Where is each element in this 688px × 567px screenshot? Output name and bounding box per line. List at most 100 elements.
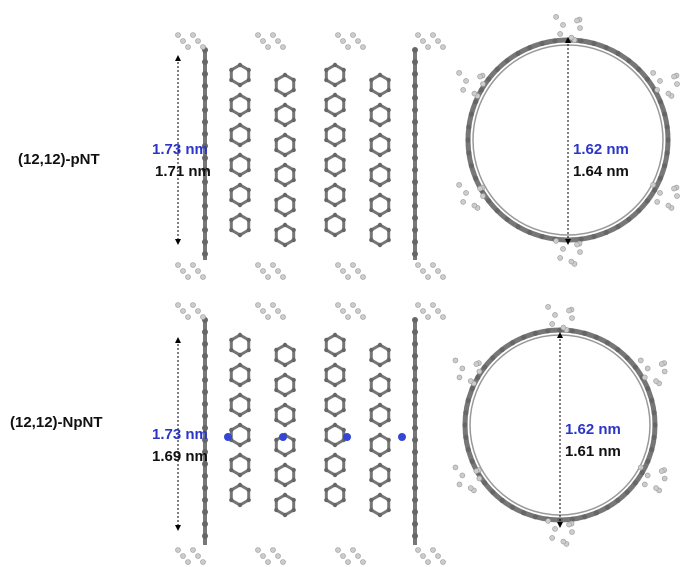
ring <box>231 215 248 235</box>
hydrogen <box>662 476 667 481</box>
hydrogen <box>441 315 446 320</box>
atom <box>662 163 667 168</box>
atom <box>386 418 390 422</box>
hydrogen <box>561 246 566 251</box>
atom <box>369 178 373 182</box>
atom <box>412 461 418 467</box>
atom <box>412 119 418 125</box>
ring <box>231 65 248 85</box>
atom <box>291 88 295 92</box>
hydrogen <box>550 321 555 326</box>
atom <box>283 193 287 197</box>
atom <box>283 423 287 427</box>
atom <box>238 423 242 427</box>
atom <box>333 113 337 117</box>
hydrogen <box>461 87 466 92</box>
atom <box>202 401 208 407</box>
ring <box>371 135 388 155</box>
ring <box>371 375 388 395</box>
atom <box>333 393 337 397</box>
atom <box>283 463 287 467</box>
hydrogen <box>336 263 341 268</box>
atom <box>570 328 575 333</box>
hydrogen <box>569 35 574 40</box>
row-label: (12,12)-NpNT <box>10 414 103 431</box>
atom <box>324 348 328 352</box>
hydrogen <box>658 78 663 83</box>
hydrogen <box>457 482 462 487</box>
ring <box>326 365 343 385</box>
ring <box>276 225 293 245</box>
nitrogen <box>224 433 232 441</box>
atom <box>341 138 345 142</box>
atom <box>341 158 345 162</box>
atom <box>229 348 233 352</box>
side-diameter-black: 1.71 nm <box>155 163 211 180</box>
atom <box>412 377 418 383</box>
hydrogen <box>351 33 356 38</box>
atom <box>274 508 278 512</box>
hydrogen <box>672 186 677 191</box>
hydrogen <box>186 560 191 565</box>
atom <box>378 453 382 457</box>
atom <box>202 83 208 89</box>
atom <box>378 123 382 127</box>
atom <box>378 423 382 427</box>
atom <box>274 388 278 392</box>
atom <box>470 459 475 464</box>
ring <box>371 195 388 215</box>
atom <box>386 208 390 212</box>
atom <box>324 498 328 502</box>
hydrogen <box>460 473 465 478</box>
atom <box>238 173 242 177</box>
atom <box>324 198 328 202</box>
atom <box>291 208 295 212</box>
atom <box>615 51 620 56</box>
top-diameter-black: 1.64 nm <box>573 163 629 180</box>
hydrogen <box>546 518 551 523</box>
ring <box>231 185 248 205</box>
atom <box>386 108 390 112</box>
hydrogen <box>553 526 558 531</box>
atom <box>369 498 373 502</box>
atom <box>649 447 654 452</box>
atom <box>238 63 242 67</box>
atom <box>510 505 515 510</box>
atom <box>283 403 287 407</box>
atom <box>324 338 328 342</box>
atom <box>274 208 278 212</box>
atom <box>412 425 418 431</box>
hydrogen <box>276 554 281 559</box>
hydrogen <box>655 87 660 92</box>
hydrogen <box>266 560 271 565</box>
atom <box>238 93 242 97</box>
atom <box>505 217 510 222</box>
atom <box>482 480 487 485</box>
hydrogen <box>645 366 650 371</box>
atom <box>238 383 242 387</box>
hydrogen <box>276 309 281 314</box>
hydrogen <box>196 554 201 559</box>
atom <box>386 168 390 172</box>
atom <box>246 138 250 142</box>
atom <box>645 77 650 82</box>
atom <box>333 353 337 357</box>
hydrogen <box>346 45 351 50</box>
atom <box>333 123 337 127</box>
atom <box>378 73 382 77</box>
atom <box>369 448 373 452</box>
atom <box>229 78 233 82</box>
atom <box>521 335 526 340</box>
atom <box>412 317 418 323</box>
hydrogen <box>356 309 361 314</box>
atom <box>246 218 250 222</box>
top-diameter-blue: 1.62 nm <box>565 421 621 438</box>
hydrogen <box>261 39 266 44</box>
atom <box>202 329 208 335</box>
hydrogen <box>472 91 477 96</box>
atom <box>369 238 373 242</box>
atom <box>473 176 478 181</box>
atom <box>202 131 208 137</box>
atom <box>540 41 545 46</box>
atom <box>324 368 328 372</box>
